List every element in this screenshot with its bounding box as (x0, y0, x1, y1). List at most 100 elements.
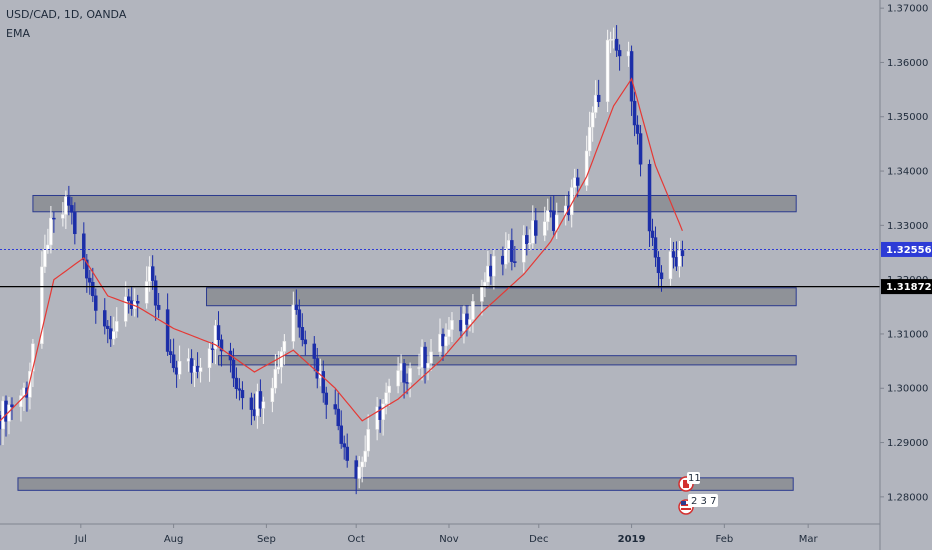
candle-body (61, 214, 65, 219)
price-tick-label: 1.28000 (887, 492, 928, 503)
candle-body (240, 390, 245, 399)
candle-body (219, 339, 224, 352)
candle-body (106, 325, 110, 329)
candle-body (1, 400, 5, 430)
candle (417, 353, 421, 376)
candle-body (40, 266, 44, 344)
candle-body (207, 348, 212, 368)
candle (504, 232, 508, 269)
candle-body (171, 354, 176, 369)
candle (177, 345, 182, 380)
candle (114, 307, 119, 338)
candle (103, 298, 107, 335)
candle-body (551, 210, 556, 231)
candles-layer (0, 25, 685, 495)
candle-body (674, 257, 679, 267)
candle-body (82, 233, 86, 261)
current-price-label: 1.32556 (881, 241, 932, 257)
time-tick-label: Jul (74, 534, 87, 545)
candle (207, 342, 212, 382)
candle (111, 316, 116, 345)
candle-body (73, 212, 77, 235)
candle-body (459, 320, 463, 332)
candle (671, 241, 676, 269)
candle-body (52, 217, 56, 220)
candle-body (324, 392, 329, 405)
candle (52, 211, 56, 233)
candle-body (49, 217, 53, 246)
candle (49, 205, 53, 254)
candle-body (150, 266, 155, 281)
candle-body (501, 255, 505, 265)
candle (423, 342, 427, 384)
candle-body (345, 446, 349, 461)
candle-body (489, 265, 493, 277)
candle-body (635, 124, 640, 134)
candle (282, 334, 287, 365)
candle (632, 91, 637, 137)
candle (297, 299, 302, 338)
candle-body (198, 367, 203, 372)
candle (46, 228, 50, 254)
candle-body (528, 243, 532, 245)
event-us[interactable]: 2 3 7 (678, 494, 718, 515)
candle-body (258, 391, 263, 409)
candle (261, 396, 266, 424)
candle-body (575, 177, 580, 186)
candle-body (548, 210, 553, 212)
candle (587, 111, 592, 157)
candle-body (91, 282, 95, 297)
candle-body (402, 363, 406, 383)
candle-body (168, 351, 173, 355)
candle (82, 222, 86, 270)
candle-body (342, 443, 346, 448)
candle-body (441, 333, 445, 347)
candle-body (438, 333, 442, 353)
candle (617, 44, 622, 71)
candle (402, 359, 406, 399)
candle (528, 229, 532, 251)
candle (513, 245, 517, 268)
candle (276, 351, 281, 374)
time-tick-label: Feb (715, 534, 733, 545)
candle (584, 135, 589, 191)
time-tick-label: Oct (348, 534, 365, 545)
candle (360, 456, 364, 483)
candle (144, 266, 149, 309)
candle-body (315, 358, 320, 379)
candle-body (504, 248, 508, 265)
candle-body (126, 296, 131, 301)
candle-body (384, 392, 388, 404)
candle-body (363, 450, 367, 463)
candle (680, 240, 685, 267)
zones-layer (17, 194, 797, 491)
candle (216, 311, 221, 347)
zone-2 (218, 355, 797, 366)
candle-body (88, 277, 92, 283)
candle (234, 367, 239, 399)
candle (153, 275, 158, 321)
candle (668, 237, 673, 286)
candle (546, 198, 550, 231)
candle-body (64, 196, 68, 215)
candle (534, 208, 538, 244)
current-price-text: 1.32556 (886, 245, 932, 256)
candle-body (147, 266, 152, 282)
price-tick-label: 1.30000 (887, 384, 928, 395)
indicator-label[interactable]: EMA (6, 27, 30, 40)
price-tick-label: 1.33000 (887, 221, 928, 232)
candle-body (426, 362, 430, 369)
candle-body (483, 281, 487, 287)
candle (647, 159, 652, 247)
candle (396, 357, 400, 394)
candle-body (617, 50, 622, 57)
candle-body (444, 336, 448, 347)
candle-body (135, 301, 140, 304)
candle-body (513, 261, 517, 263)
event-canada[interactable]: 11 (678, 472, 701, 492)
candle-body (237, 388, 242, 391)
candle-body (593, 94, 598, 113)
candle (522, 225, 526, 273)
candle (270, 377, 275, 413)
